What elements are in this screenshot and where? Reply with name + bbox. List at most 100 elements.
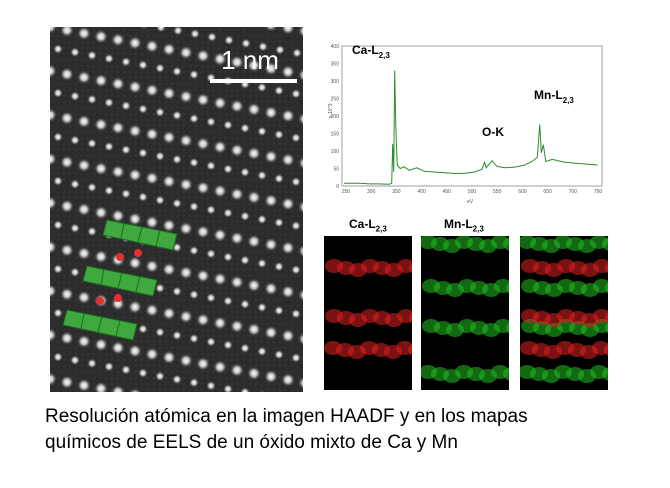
atom-column xyxy=(257,126,267,137)
atom-column xyxy=(87,358,97,369)
caption-line-2: químicos de EELS de un óxido mixto de Ca… xyxy=(45,432,458,453)
x-tick-label: 250 xyxy=(342,189,351,195)
atom-column xyxy=(156,27,166,33)
atom-column xyxy=(179,177,193,192)
atom-column xyxy=(224,35,234,46)
y-tick-label: 100 xyxy=(331,149,340,155)
atom-column xyxy=(264,61,278,76)
peak-label-o: O-K xyxy=(482,125,504,139)
map-signal-blob xyxy=(605,262,608,274)
atom-column xyxy=(60,67,74,82)
atom-column xyxy=(190,28,200,39)
atom-column xyxy=(121,144,131,155)
atom-column xyxy=(275,44,285,55)
haadf-image: 1 nm xyxy=(50,27,303,392)
atom-column xyxy=(128,344,142,358)
atom-column xyxy=(128,388,142,392)
atom-column xyxy=(240,167,250,178)
atom-column xyxy=(60,331,74,346)
atom-column xyxy=(298,288,303,302)
atom-column xyxy=(162,350,176,365)
atom-column xyxy=(264,325,278,340)
atom-column xyxy=(104,185,114,196)
atom-column xyxy=(179,133,193,148)
atom-column xyxy=(145,347,159,362)
ca-chemical-map xyxy=(324,236,412,390)
y-tick-label: 300 xyxy=(331,79,340,85)
atom-column xyxy=(213,272,227,286)
atom-column xyxy=(247,190,261,205)
atom-column xyxy=(77,202,91,217)
atom-column xyxy=(257,346,267,357)
atom-column xyxy=(155,327,165,338)
atom-column xyxy=(50,328,57,342)
atom-column xyxy=(240,255,250,266)
atom-column xyxy=(60,111,74,126)
x-tick-label: 600 xyxy=(518,189,527,195)
atom-column xyxy=(77,290,91,305)
x-tick-label: 350 xyxy=(392,189,401,195)
atom-column xyxy=(138,148,148,158)
atom-column xyxy=(70,135,80,146)
atom-column xyxy=(145,171,159,186)
map-signal-blob xyxy=(409,262,412,274)
atom-column xyxy=(111,32,125,47)
atom-column xyxy=(196,92,210,107)
atom-column xyxy=(70,355,80,366)
atom-column xyxy=(53,264,63,274)
atom-column xyxy=(247,146,261,161)
atom-column xyxy=(145,127,159,142)
atom-column xyxy=(281,240,295,255)
atom-column xyxy=(240,211,250,222)
atom-column xyxy=(104,141,114,152)
peak-label-mn: Mn-L2,3 xyxy=(534,88,574,105)
map-label-mn: Mn-L2,3 xyxy=(444,217,484,234)
atom-column xyxy=(145,215,159,230)
map-signal-blob xyxy=(397,259,412,273)
atom-column xyxy=(240,343,250,354)
atom-column xyxy=(104,361,114,372)
map-signal-blob xyxy=(593,279,608,293)
atom-column xyxy=(104,53,114,64)
eels-spectrum: 400 350 300 250 200 150 100 50 0 250 300 350 400 450… xyxy=(310,28,610,206)
atom-column xyxy=(257,82,267,93)
atom-column xyxy=(196,180,210,195)
atom-column xyxy=(53,220,63,230)
atom-column xyxy=(145,83,159,98)
map-label-ca: Ca-L2,3 xyxy=(349,217,387,234)
atom-column xyxy=(50,240,57,254)
atom-column xyxy=(60,155,74,170)
y-tick-label: 350 xyxy=(331,62,340,68)
atom-column xyxy=(155,107,165,118)
atom-column xyxy=(189,157,199,168)
atom-column xyxy=(138,104,148,114)
atom-column xyxy=(111,208,125,223)
atom-column xyxy=(207,32,217,42)
atom-column xyxy=(281,284,295,299)
atom-column xyxy=(213,96,227,110)
atom-column xyxy=(196,312,210,327)
atom-column xyxy=(223,384,233,392)
map-signal-blob xyxy=(494,279,509,293)
atom-column xyxy=(189,377,199,388)
atom-column xyxy=(230,143,244,158)
atom-column xyxy=(60,375,74,390)
atom-column xyxy=(206,160,216,171)
atom-column xyxy=(249,27,259,29)
map-signal-blob xyxy=(397,309,412,323)
atom-column xyxy=(206,248,216,259)
atom-column xyxy=(50,152,57,166)
atom-column xyxy=(240,299,250,310)
atom-column xyxy=(155,371,165,382)
atom-column xyxy=(179,309,193,324)
map-signal-blob xyxy=(503,237,509,251)
atom-column xyxy=(223,164,233,174)
atom-columns xyxy=(50,27,303,392)
atom-column xyxy=(274,349,284,360)
atom-column xyxy=(50,196,57,210)
atom-column xyxy=(121,364,131,375)
atom-column xyxy=(274,129,284,140)
octahedra-chain-bottom-edges xyxy=(80,312,121,337)
atom-column xyxy=(77,378,91,392)
atom-column xyxy=(53,44,63,54)
